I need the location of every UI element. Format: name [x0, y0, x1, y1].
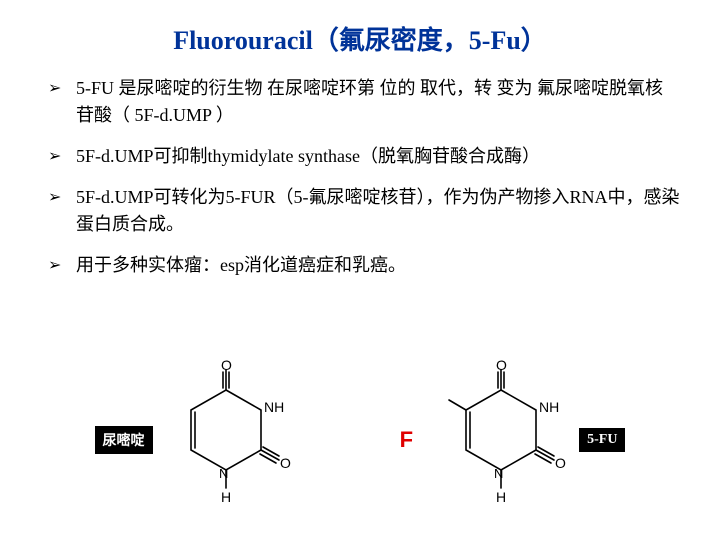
bullet-item: 用于多种实体瘤：esp消化道癌症和乳癌。	[48, 252, 680, 279]
uracil-label-box: 尿嘧啶	[95, 426, 153, 454]
atom-o: O	[221, 360, 232, 373]
fu-structure: O O NH H N	[421, 360, 571, 520]
atom-o: O	[496, 360, 507, 373]
atom-n: N	[219, 466, 228, 481]
atom-n: N	[494, 466, 503, 481]
uracil-structure: O O NH H N	[161, 360, 291, 520]
bullet-item: 5-FU 是尿嘧啶的衍生物 在尿嘧啶环第 位的 取代，转 变为 氟尿嘧啶脱氧核苷…	[48, 75, 680, 129]
atom-nh: NH	[264, 399, 284, 415]
atom-nh: NH	[539, 399, 559, 415]
atom-h: H	[496, 489, 506, 505]
bullet-list: 5-FU 是尿嘧啶的衍生物 在尿嘧啶环第 位的 取代，转 变为 氟尿嘧啶脱氧核苷…	[40, 75, 680, 279]
fu-block: F O O NH H	[400, 360, 626, 520]
fu-label-box: 5-FU	[579, 428, 625, 452]
uracil-block: 尿嘧啶 O O NH H	[95, 360, 291, 520]
f-atom-label: F	[400, 427, 413, 453]
atom-o: O	[280, 455, 291, 471]
atom-o: O	[555, 455, 566, 471]
atom-h: H	[221, 489, 231, 505]
page-title: Fluorouracil（氟尿密度，5-Fu）	[40, 20, 680, 57]
bullet-item: 5F-d.UMP可抑制thymidylate synthase（脱氧胸苷酸合成酶…	[48, 143, 680, 170]
chemical-structures-row: 尿嘧啶 O O NH H	[40, 355, 680, 525]
bullet-item: 5F-d.UMP可转化为5-FUR（5-氟尿嘧啶核苷），作为伪产物掺入RNA中，…	[48, 184, 680, 238]
